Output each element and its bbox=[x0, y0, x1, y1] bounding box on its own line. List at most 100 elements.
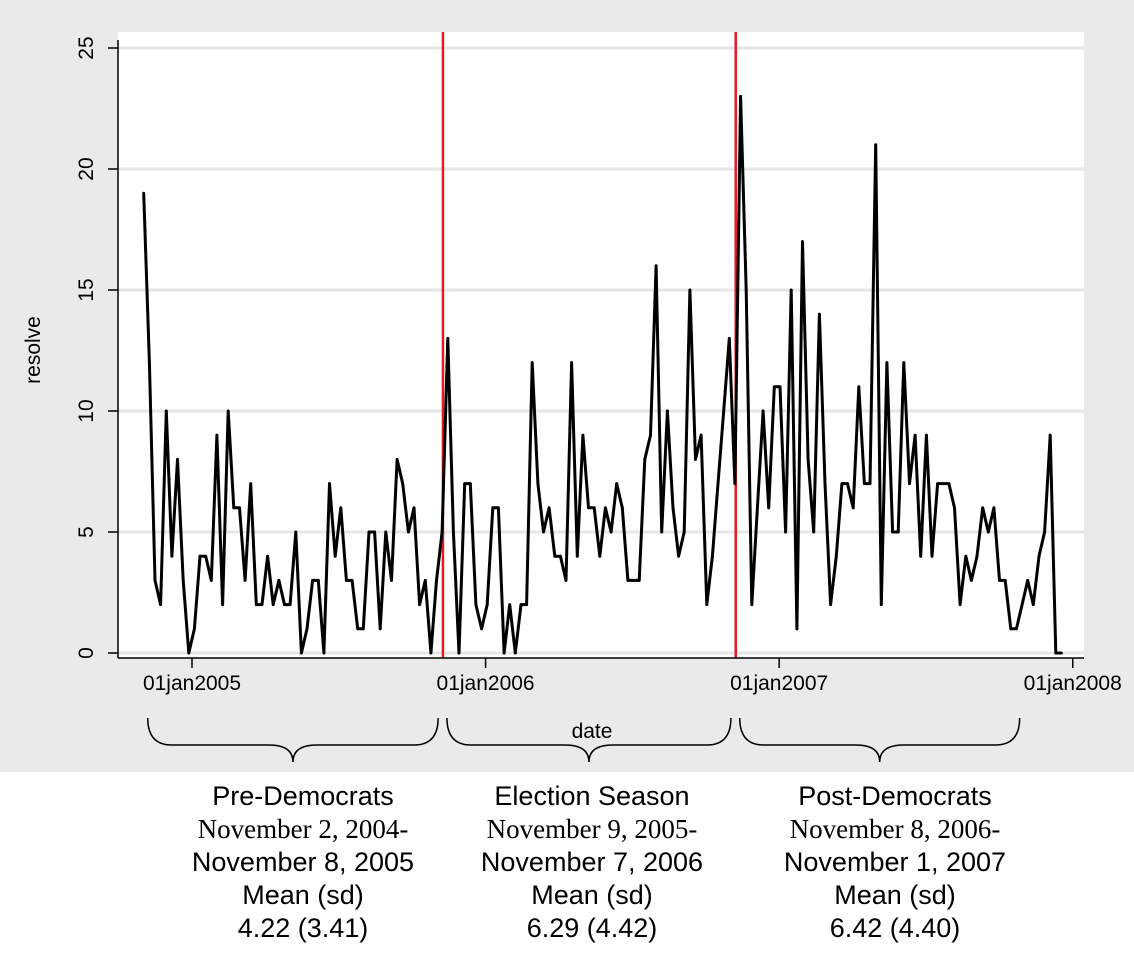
data-point-2007-11-20 bbox=[1037, 554, 1041, 558]
axes: 0 5 10 15 20 25 01jan2005 01jan2006 01jan2007 01j… bbox=[75, 36, 1122, 695]
data-point-2006-07-25 bbox=[649, 433, 652, 437]
data-point-2005-09-06 bbox=[390, 579, 393, 582]
data-point-2007-04-17 bbox=[863, 482, 866, 485]
data-point-2005-09-13 bbox=[395, 458, 399, 461]
period-mean-label: Mean (sd) bbox=[242, 880, 364, 910]
data-point-2006-04-11 bbox=[564, 579, 568, 582]
data-point-2005-12-20 bbox=[474, 603, 478, 606]
data-point-2007-09-18 bbox=[986, 530, 990, 534]
data-point-2005-06-28 bbox=[333, 554, 337, 558]
data-point-2007-09-04 bbox=[975, 554, 979, 558]
data-point-2005-04-19 bbox=[277, 579, 281, 582]
data-point-2007-12-04 bbox=[1048, 433, 1052, 437]
data-point-2005-01-11 bbox=[198, 554, 202, 558]
data-point-2007-02-20 bbox=[818, 312, 821, 316]
data-point-2006-07-11 bbox=[637, 579, 641, 582]
data-point-2007-07-17 bbox=[936, 482, 939, 485]
data-point-2005-07-26 bbox=[356, 627, 360, 631]
data-point-2005-10-04 bbox=[412, 506, 416, 510]
x-axis-label: date bbox=[572, 720, 613, 743]
data-point-2006-04-18 bbox=[570, 361, 573, 364]
data-point-2006-03-28 bbox=[553, 554, 557, 558]
data-point-2006-04-04 bbox=[559, 554, 562, 558]
data-point-2007-10-23 bbox=[1015, 627, 1018, 631]
data-point-2006-01-31 bbox=[508, 603, 512, 606]
data-point-2004-11-30 bbox=[164, 409, 168, 413]
data-point-2006-05-02 bbox=[581, 433, 585, 437]
data-point-2007-03-13 bbox=[834, 554, 838, 558]
data-point-2005-05-31 bbox=[311, 579, 314, 582]
brace-period-3 bbox=[738, 717, 1021, 763]
data-point-2006-05-16 bbox=[592, 506, 596, 510]
data-point-2006-01-24 bbox=[502, 651, 506, 655]
data-point-2007-01-23 bbox=[795, 627, 799, 631]
data-point-2007-01-30 bbox=[801, 240, 804, 244]
period-pre-democrats: Pre-Democrats November 2, 2004- November… bbox=[153, 780, 453, 945]
data-point-2004-12-28 bbox=[187, 651, 191, 655]
data-point-2006-08-01 bbox=[654, 264, 658, 268]
data-point-2007-04-03 bbox=[851, 506, 855, 510]
data-point-2004-11-23 bbox=[159, 603, 163, 606]
data-point-2006-07-18 bbox=[643, 458, 647, 461]
data-point-2007-11-13 bbox=[1031, 603, 1035, 606]
data-point-2005-02-15 bbox=[226, 409, 230, 413]
data-point-2004-11-16 bbox=[153, 579, 157, 582]
data-point-2007-05-29 bbox=[896, 530, 900, 534]
data-point-2006-05-23 bbox=[598, 554, 602, 558]
data-point-2007-06-12 bbox=[908, 482, 911, 485]
data-point-2007-12-11 bbox=[1054, 651, 1058, 655]
data-point-2005-07-05 bbox=[339, 506, 343, 510]
data-point-2005-11-08 bbox=[440, 530, 444, 534]
y-tick-label-10: 10 bbox=[75, 399, 98, 422]
data-point-2005-05-10 bbox=[294, 530, 298, 534]
data-point-2007-10-02 bbox=[998, 579, 1001, 582]
data-point-2005-10-18 bbox=[423, 579, 427, 582]
data-point-2006-12-19 bbox=[767, 506, 771, 510]
y-tick-label-5: 5 bbox=[75, 526, 98, 538]
period-mean-label: Mean (sd) bbox=[531, 880, 653, 910]
data-point-2006-10-10 bbox=[711, 554, 714, 558]
data-point-2007-05-22 bbox=[891, 530, 894, 534]
data-point-2006-05-30 bbox=[604, 506, 607, 510]
period-dates-end: November 8, 2005 bbox=[191, 847, 415, 877]
data-point-2006-08-08 bbox=[660, 530, 664, 534]
data-point-2007-07-24 bbox=[941, 482, 945, 485]
data-point-2007-09-11 bbox=[981, 506, 985, 510]
data-point-2007-04-10 bbox=[857, 385, 861, 389]
data-point-2007-03-27 bbox=[846, 482, 849, 485]
data-point-2005-03-01 bbox=[238, 506, 241, 510]
data-point-2007-06-19 bbox=[913, 433, 917, 437]
data-point-2005-02-01 bbox=[215, 433, 219, 437]
data-point-2006-11-21 bbox=[744, 288, 748, 292]
data-point-2007-02-13 bbox=[812, 530, 816, 534]
y-tick-label-25: 25 bbox=[75, 36, 98, 59]
data-point-2005-07-12 bbox=[345, 579, 348, 582]
data-point-2005-07-19 bbox=[350, 579, 354, 582]
data-point-2005-08-30 bbox=[384, 530, 388, 534]
data-point-2005-11-15 bbox=[446, 337, 450, 340]
data-point-2005-10-11 bbox=[418, 603, 421, 606]
data-point-2005-05-17 bbox=[300, 651, 303, 655]
period-dates-start: November 2, 2004- bbox=[197, 814, 409, 844]
data-point-2007-05-08 bbox=[879, 603, 883, 606]
data-point-2006-02-28 bbox=[530, 361, 534, 364]
data-point-2005-03-15 bbox=[249, 482, 253, 485]
data-point-2006-06-13 bbox=[615, 482, 619, 485]
data-point-2007-05-01 bbox=[874, 143, 878, 147]
period-name: Post-Democrats bbox=[798, 781, 992, 811]
data-point-2006-03-14 bbox=[542, 530, 545, 534]
y-axis-label: resolve bbox=[22, 316, 45, 384]
data-point-2005-04-26 bbox=[283, 603, 286, 606]
data-point-2006-02-07 bbox=[513, 651, 517, 655]
data-point-2005-11-22 bbox=[452, 530, 455, 534]
period-post-democrats: Post-Democrats November 8, 2006- Novembe… bbox=[745, 780, 1045, 945]
data-point-2005-03-22 bbox=[254, 603, 258, 606]
data-point-2005-05-24 bbox=[305, 627, 309, 631]
data-point-2005-04-12 bbox=[271, 603, 275, 606]
data-point-2005-06-14 bbox=[322, 651, 326, 655]
data-point-2007-10-09 bbox=[1003, 579, 1007, 582]
period-stats: 6.29 (4.42) bbox=[526, 913, 658, 943]
data-point-2005-02-22 bbox=[232, 506, 236, 510]
data-point-2004-12-07 bbox=[170, 554, 174, 558]
data-point-2007-06-05 bbox=[902, 361, 906, 364]
